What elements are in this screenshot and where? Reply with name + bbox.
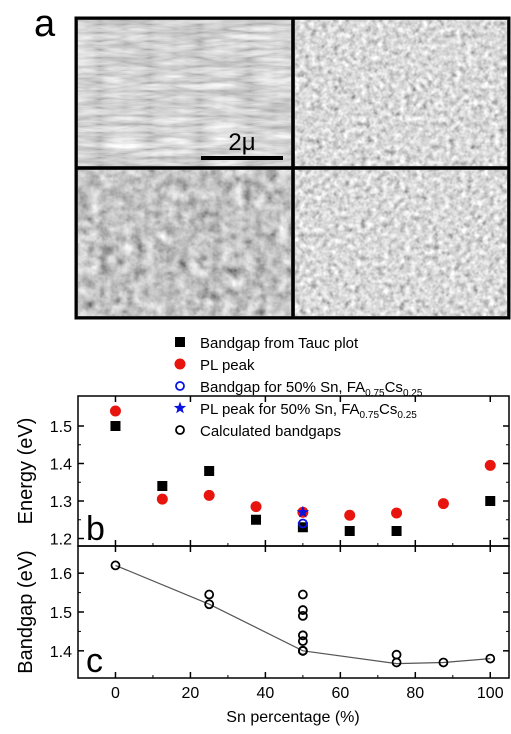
trend-line: [115, 564, 491, 665]
panel-b-label: b: [86, 510, 105, 548]
x-tick-label: 60: [331, 685, 349, 702]
data-point-filled-square: [485, 496, 496, 506]
x-tick-label: 0: [111, 685, 120, 702]
y-tick-label: 1.5: [50, 419, 72, 436]
y-tick-label: 1.6: [50, 566, 72, 583]
data-point-filled-circle: [437, 498, 449, 510]
panel-c-chart: c Bandgap (eV) Sn percentage (%) 1.4 1.5 1…: [15, 545, 510, 726]
sem-image-top-left: [78, 20, 291, 166]
panel-b-axes-frame: [77, 395, 510, 547]
x-tick-label: 100: [477, 685, 504, 702]
y-tick-label: 1.5: [50, 605, 72, 622]
data-point-open-circle: [297, 605, 308, 615]
data-point-open-circle: [485, 653, 496, 664]
data-point-filled-circle: [156, 493, 168, 505]
data-point-filled-square: [157, 481, 168, 491]
legend-label: Bandgap from Tauc plot: [200, 335, 359, 352]
x-tick-label: 20: [182, 685, 200, 702]
sem-image-bottom-left: [78, 170, 291, 316]
legend-marker: [175, 337, 185, 347]
panel-c-label: c: [86, 642, 103, 680]
legend-marker: [175, 425, 185, 435]
data-point-open-circle: [297, 589, 308, 600]
data-point-open-circle: [297, 630, 308, 641]
data-point-filled-circle: [250, 501, 262, 513]
sem-image-bottom-right: [295, 170, 507, 316]
data-point-filled-circle: [344, 509, 356, 521]
scale-bar-label: 2μ: [228, 129, 255, 156]
data-point-open-circle: [297, 518, 308, 529]
data-point-star: [296, 505, 310, 518]
y-tick-label: 1.3: [50, 494, 72, 511]
legend-marker: [175, 381, 185, 391]
legend-label: Calculated bandgaps: [200, 423, 341, 440]
panel-b-chart: b Energy (eV) 1.2 1.3 1.4 1.5: [15, 395, 510, 549]
legend-label: PL peak: [200, 357, 255, 374]
data-point-open-circle: [391, 657, 402, 668]
legend-marker: [174, 358, 186, 370]
data-point-open-circle: [297, 636, 308, 647]
panel-b-y-axis-label: Energy (eV): [15, 418, 37, 525]
legend-label: PL peak for 50% Sn, FA0.75Cs0.25: [200, 401, 417, 421]
sem-border: [74, 16, 511, 320]
data-point-open-circle: [204, 599, 215, 610]
y-tick-label: 1.4: [50, 644, 72, 661]
data-point-filled-square: [344, 526, 355, 536]
data-point-open-circle: [110, 560, 121, 571]
panel-a-label: a: [34, 3, 56, 45]
data-point-open-circle: [297, 645, 308, 656]
data-point-filled-circle: [484, 459, 496, 471]
y-tick-label: 1.2: [50, 532, 72, 549]
sem-image-top-right: [295, 20, 507, 166]
y-tick-label: 1.4: [50, 457, 72, 474]
data-point-open-circle: [391, 649, 402, 660]
data-point-filled-circle: [203, 489, 215, 501]
data-point-filled-square: [110, 421, 121, 431]
data-point-filled-square: [251, 514, 262, 525]
data-point-open-circle: [204, 589, 215, 600]
data-point-open-circle: [438, 657, 449, 668]
data-point-open-circle: [297, 610, 308, 621]
data-point-filled-circle: [391, 507, 403, 519]
data-point-filled-circle: [109, 405, 121, 417]
panel-c-y-axis-label: Bandgap (eV): [15, 550, 37, 673]
x-tick-label: 80: [406, 685, 424, 702]
x-tick-label: 40: [256, 685, 274, 702]
data-point-filled-square: [391, 526, 402, 536]
data-point-filled-square: [204, 466, 215, 476]
legend-marker: [173, 401, 187, 414]
panel-a: a 2μ: [34, 3, 511, 320]
x-axis-label: Sn percentage (%): [226, 709, 359, 726]
